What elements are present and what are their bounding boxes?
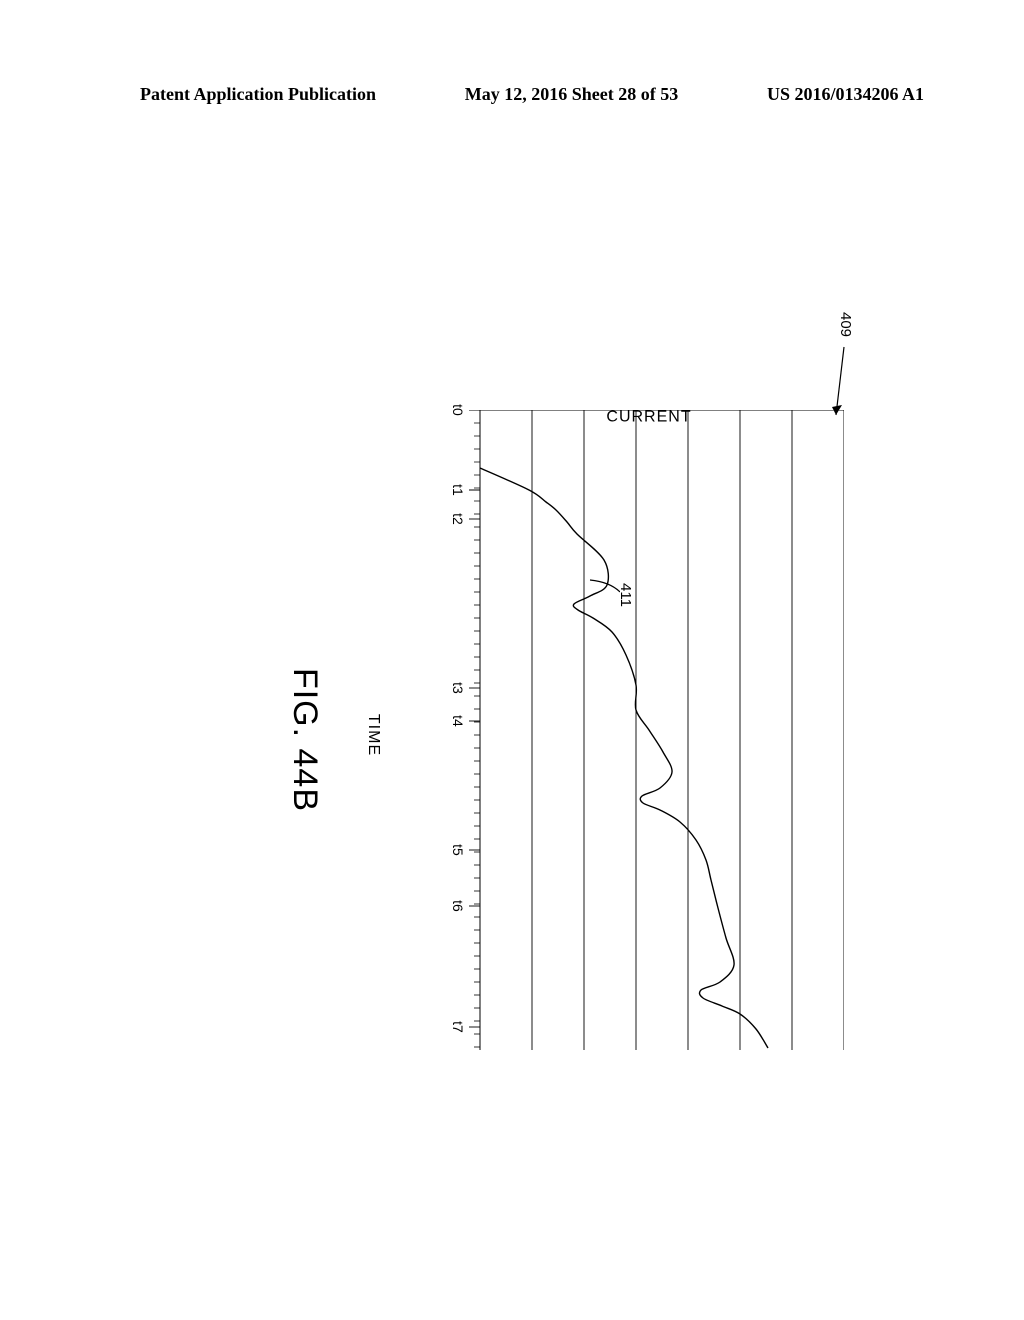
ref-chart-label: 409 [837,312,854,337]
x-tick-label: t0 [450,404,466,416]
y-axis-label: CURRENT [606,409,691,427]
x-tick-label: t6 [450,900,466,912]
x-tick-label: t2 [450,513,466,525]
x-tick-label: t5 [450,844,466,856]
header-left: Patent Application Publication [140,84,376,105]
ref-curve-leader [586,576,620,606]
figure-rotated-content: CURRENT TIME t0t1t2t3t4t5t6t7 409 411 FI… [0,200,1024,1220]
x-axis-label: TIME [364,714,382,756]
x-tick-label: t4 [450,715,466,727]
x-ticks-major [469,410,480,1027]
figure-wrap: CURRENT TIME t0t1t2t3t4t5t6t7 409 411 FI… [0,200,1024,1220]
horizontal-gridlines [480,410,844,1050]
x-ticks-minor [474,423,480,1047]
header-right: US 2016/0134206 A1 [767,84,924,105]
x-tick-label: t1 [450,484,466,496]
current-curve [480,468,768,1048]
x-tick-label: t7 [450,1021,466,1033]
x-tick-label: t3 [450,682,466,694]
patent-header: Patent Application Publication May 12, 2… [0,84,1024,105]
figure-caption: FIG. 44B [285,668,324,812]
chart [404,410,844,1050]
header-center: May 12, 2016 Sheet 28 of 53 [465,84,678,105]
ref-chart-leader [828,345,854,425]
